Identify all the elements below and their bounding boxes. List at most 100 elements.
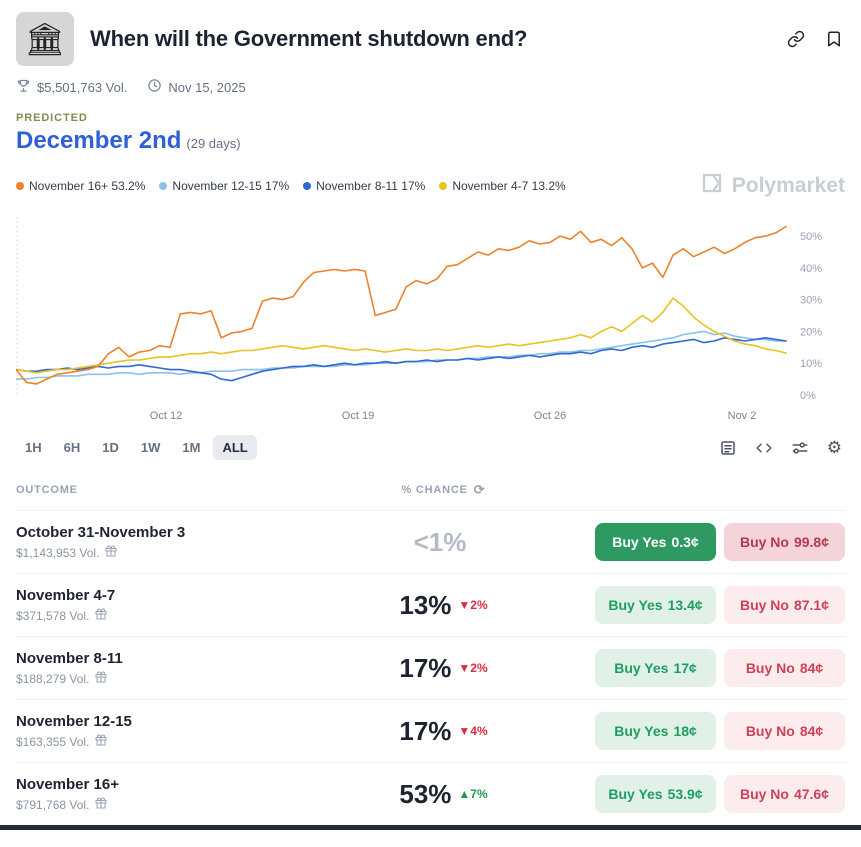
page-title: When will the Government shutdown end? <box>90 26 528 51</box>
chart-settings-button[interactable] <box>788 436 812 460</box>
svg-text:10%: 10% <box>800 358 822 370</box>
chance-column-header: % CHANCE ⟳ <box>401 482 486 497</box>
chart-area: 0% 10% 20% 30% 40% 50% Oct 12 Oct 19 Oct 26 Nov 2 <box>16 207 845 427</box>
gift-icon <box>95 671 107 686</box>
chart-legend: November 16+ 53.2% November 12-15 17% Nove… <box>16 179 566 193</box>
range-button-1d[interactable]: 1D <box>93 435 128 460</box>
gift-icon <box>105 545 117 560</box>
outcome-column-header: OUTCOME <box>16 484 78 496</box>
buy-no-button[interactable]: Buy No 84¢ <box>724 712 845 750</box>
svg-text:Oct 12: Oct 12 <box>150 410 182 422</box>
buy-yes-button[interactable]: Buy Yes 13.4¢ <box>595 586 716 624</box>
chance-value: <1% <box>413 526 467 557</box>
outcome-volume: $188,279 Vol. <box>16 671 351 686</box>
legend-item[interactable]: November 8-11 17% <box>303 179 425 193</box>
legend-row: November 16+ 53.2% November 12-15 17% Nove… <box>16 171 845 201</box>
svg-text:0%: 0% <box>800 390 816 402</box>
outcome-volume: $791,768 Vol. <box>16 797 351 812</box>
svg-text:Nov 2: Nov 2 <box>728 410 757 422</box>
legend-item[interactable]: November 12-15 17% <box>159 179 289 193</box>
price-chart[interactable]: 0% 10% 20% 30% 40% 50% Oct 12 Oct 19 Oct 26 Nov 2 <box>16 207 843 427</box>
gear-button[interactable]: ⚙ <box>824 439 845 456</box>
date-text: Nov 15, 2025 <box>168 79 246 95</box>
table-header: OUTCOME % CHANCE ⟳ <box>16 472 845 510</box>
predicted-block: PREDICTED December 2nd (29 days) <box>16 112 845 155</box>
outcome-volume: $1,143,953 Vol. <box>16 545 351 560</box>
buy-yes-button[interactable]: Buy Yes 53.9¢ <box>595 775 716 813</box>
outcome-row: November 8-11 $188,279 Vol. 17% ▼2% Buy … <box>16 636 845 699</box>
watermark-text: Polymarket <box>731 174 845 197</box>
range-button-6h[interactable]: 6H <box>55 435 90 460</box>
next-section-edge <box>0 825 861 830</box>
outcome-title: November 12-15 <box>16 713 132 730</box>
svg-text:40%: 40% <box>800 263 822 275</box>
chance-cell: 17% ▼2% <box>351 653 536 684</box>
chance-value: 13% <box>399 589 452 620</box>
legend-dot-icon <box>159 182 168 190</box>
outcome-row: November 12-15 $163,355 Vol. 17% ▼4% Buy… <box>16 699 845 762</box>
legend-item[interactable]: November 4-7 13.2% <box>439 179 566 193</box>
svg-text:20%: 20% <box>800 326 822 338</box>
buy-yes-button[interactable]: Buy Yes 17¢ <box>595 649 716 687</box>
buy-no-button[interactable]: Buy No 84¢ <box>724 649 845 687</box>
range-button-1m[interactable]: 1M <box>173 435 209 460</box>
chance-value: 53% <box>399 778 452 809</box>
chance-change: ▲7% <box>458 787 488 801</box>
range-button-1h[interactable]: 1H <box>16 435 51 460</box>
date-stat: Nov 15, 2025 <box>147 78 246 96</box>
market-header: 🏛 When will the Government shutdown end? <box>16 0 845 72</box>
buy-no-button[interactable]: Buy No 87.1¢ <box>724 586 845 624</box>
legend-dot-icon <box>303 182 312 190</box>
capitol-icon: 🏛 <box>24 21 66 57</box>
outcome-title: October 31-November 3 <box>16 524 186 541</box>
range-button-1w[interactable]: 1W <box>132 435 170 460</box>
volume-text: $5,501,763 Vol. <box>37 79 128 95</box>
gift-icon <box>95 608 107 623</box>
legend-dot-icon <box>16 182 24 190</box>
refresh-icon[interactable]: ⟳ <box>473 482 486 497</box>
legend-item[interactable]: November 16+ 53.2% <box>16 179 145 193</box>
volume-stat: $5,501,763 Vol. <box>16 78 127 96</box>
trophy-icon <box>16 78 31 96</box>
news-icon <box>719 440 737 461</box>
svg-text:30%: 30% <box>800 295 822 307</box>
watermark: Polymarket <box>700 171 845 201</box>
sliders-icon <box>791 441 809 461</box>
chance-cell: 13% ▼2% <box>351 590 536 621</box>
polymarket-logo-icon <box>700 171 724 201</box>
chance-value: 17% <box>399 652 452 683</box>
stats-row: $5,501,763 Vol. Nov 15, 2025 <box>16 72 845 112</box>
gift-icon <box>95 734 107 749</box>
chance-value: 17% <box>399 715 452 746</box>
news-button[interactable] <box>716 436 740 460</box>
code-icon <box>755 442 773 461</box>
buy-no-button[interactable]: Buy No 47.6¢ <box>724 775 845 813</box>
buy-yes-button[interactable]: Buy Yes 18¢ <box>595 712 716 750</box>
outcome-row: November 4-7 $371,578 Vol. 13% ▼2% Buy Y… <box>16 573 845 636</box>
chance-change: ▼4% <box>458 724 488 738</box>
market-image: 🏛 <box>16 12 74 66</box>
bookmark-button[interactable] <box>823 28 845 50</box>
gift-icon <box>95 797 107 812</box>
chart-tools: ⚙ <box>716 436 845 460</box>
range-buttons: 1H 6H 1D 1W 1M ALL <box>16 435 257 460</box>
outcome-title: November 16+ <box>16 776 119 793</box>
chance-cell: 53% ▲7% <box>351 779 536 810</box>
buy-no-button[interactable]: Buy No 99.8¢ <box>724 523 845 561</box>
gear-icon: ⚙ <box>826 437 842 457</box>
predicted-value: December 2nd <box>16 127 182 154</box>
chart-toolbar: 1H 6H 1D 1W 1M ALL ⚙ <box>16 427 845 472</box>
header-actions <box>785 28 845 50</box>
share-link-button[interactable] <box>785 28 807 50</box>
outcome-row: October 31-November 3 $1,143,953 Vol. <1… <box>16 510 845 573</box>
chance-change: ▼2% <box>458 661 488 675</box>
outcome-row: November 16+ $791,768 Vol. 53% ▲7% Buy Y… <box>16 762 845 825</box>
outcome-title: November 8-11 <box>16 650 123 667</box>
legend-dot-icon <box>439 182 448 190</box>
buy-yes-button[interactable]: Buy Yes 0.3¢ <box>595 523 716 561</box>
embed-button[interactable] <box>752 436 776 460</box>
chance-cell: 17% ▼4% <box>351 716 536 747</box>
svg-text:Oct 26: Oct 26 <box>534 410 566 422</box>
range-button-all[interactable]: ALL <box>213 435 257 460</box>
svg-text:50%: 50% <box>800 231 822 243</box>
